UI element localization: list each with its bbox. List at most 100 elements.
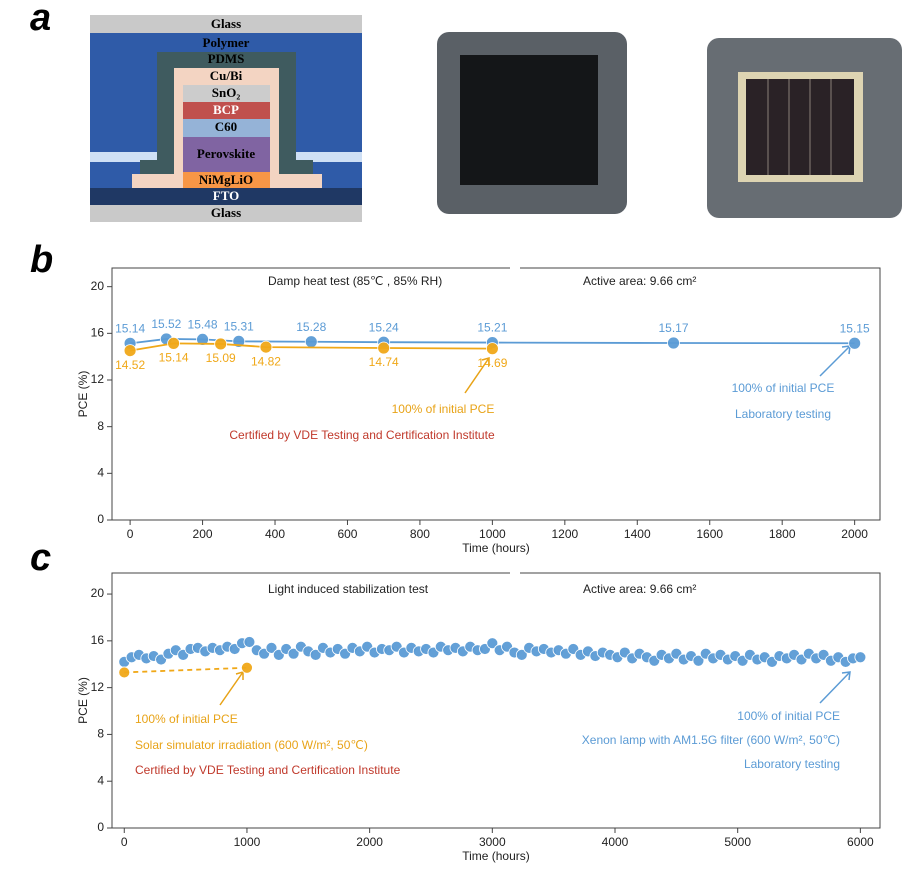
layer-label: Polymer [203,35,250,50]
data-point [287,647,300,660]
y-tick-label: 8 [97,727,104,741]
annotation: Xenon lamp with AM1.5G filter (600 W/m²,… [582,733,840,747]
layer-label: Glass [211,205,241,220]
x-tick-label: 1200 [551,527,578,541]
layer-label: C60 [215,119,237,134]
x-tick-label: 1000 [479,527,506,541]
y-tick-label: 4 [97,773,104,787]
plot-frame [111,267,881,521]
y-tick-label: 0 [97,820,104,834]
x-axis-label: Time (hours) [462,541,530,555]
x-tick-label: 3000 [479,835,506,849]
y-tick-label: 0 [97,512,104,526]
y-tick-label: 12 [91,372,105,386]
x-tick-label: 6000 [847,835,874,849]
panel-label: a [30,0,51,39]
layer-label: Glass [211,16,241,31]
data-point [515,648,528,661]
y-tick-label: 8 [97,419,104,433]
series-line [124,666,247,674]
layer-label: BCP [213,102,239,117]
y-tick-label: 12 [91,680,105,694]
data-label: 14.74 [369,355,399,369]
x-tick-label: 1800 [769,527,796,541]
data-point [692,654,705,667]
data-point [259,340,273,354]
layer-label: Perovskite [197,146,255,161]
x-tick-label: 0 [127,527,134,541]
data-label: 15.31 [224,320,254,334]
data-label: 14.52 [115,358,145,372]
annotation: Laboratory testing [744,757,840,771]
annotation: Certified by VDE Testing and Certificati… [229,428,495,442]
data-label: 15.14 [159,351,189,365]
data-point [485,342,499,356]
data-label: 15.21 [477,321,507,335]
annotation: Light induced stabilization test [268,582,429,596]
y-axis-label: PCE (%) [76,677,90,724]
axis-break [510,266,520,270]
panel-label: b [30,239,53,281]
data-point [848,336,862,350]
y-tick-label: 4 [97,466,104,480]
data-point [377,341,391,355]
x-tick-label: 1600 [696,527,723,541]
data-point [309,648,322,661]
annotation: Certified by VDE Testing and Certificati… [135,763,401,777]
layer-label: FTO [213,188,240,203]
data-label: 15.52 [151,317,181,331]
y-tick-label: 20 [91,279,105,293]
plot-frame [111,572,881,829]
data-label: 15.24 [369,320,399,334]
annotation: Solar simulator irradiation (600 W/m², 5… [135,738,368,752]
x-tick-label: 1000 [234,835,261,849]
data-point [196,332,209,346]
annotation: 100% of initial PCE [392,402,495,416]
x-tick-label: 5000 [724,835,751,849]
data-point [123,344,137,358]
data-label: 15.17 [658,321,688,335]
data-label: 15.28 [296,320,326,334]
data-point [243,636,256,648]
layer-label: PDMS [208,51,245,66]
device-photo [437,32,627,214]
data-point [241,661,253,674]
device-photo [707,38,902,218]
layer-label: SnO₂ [212,85,241,100]
x-tick-label: 400 [265,527,285,541]
data-label: 15.48 [188,318,218,332]
x-tick-label: 600 [337,527,357,541]
y-axis-label: PCE (%) [76,371,90,418]
y-tick-label: 16 [91,326,105,340]
annotation: Active area: 9.66 cm² [583,274,696,288]
annotation: Active area: 9.66 cm² [583,582,696,596]
data-label: 15.14 [115,322,145,336]
data-point [854,651,867,664]
data-point [486,637,499,650]
panel-label: c [30,537,51,579]
x-tick-label: 0 [121,835,128,849]
y-tick-label: 20 [91,586,105,600]
data-point [167,336,180,350]
x-tick-label: 1400 [624,527,651,541]
data-label: 15.09 [206,351,236,365]
annotation: 100% of initial PCE [737,709,840,723]
x-tick-label: 2000 [841,527,868,541]
series-line [129,342,493,352]
x-axis-label: Time (hours) [462,849,530,863]
x-tick-label: 800 [410,527,430,541]
axis-break [510,571,520,575]
annotation: 100% of initial PCE [135,712,238,726]
data-label: 14.82 [251,354,281,368]
layer-label: NiMgLiO [199,172,253,187]
x-tick-label: 4000 [602,835,629,849]
data-point [265,641,278,654]
data-label: 15.15 [840,321,870,335]
data-point [118,666,131,679]
data-point [667,336,680,350]
annotation: Laboratory testing [735,407,831,421]
x-tick-label: 200 [193,527,213,541]
y-tick-label: 16 [91,633,105,647]
device-diagram: Glass Polymer PDMS Cu/Bi SnO₂ BCP C60 Pe… [90,15,362,222]
